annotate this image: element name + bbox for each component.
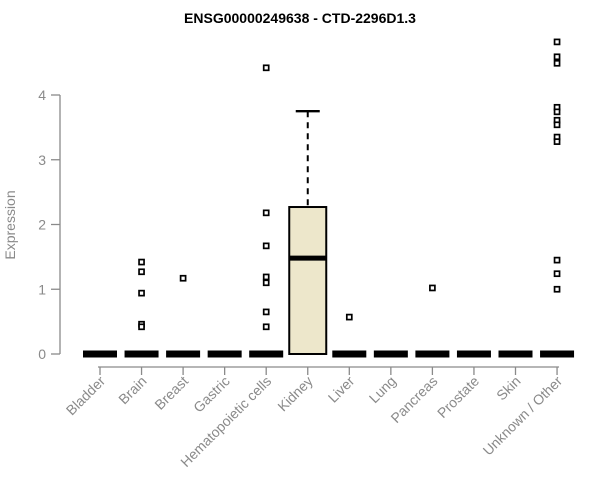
outlier-point [138, 258, 145, 266]
outlier-point [262, 273, 270, 281]
collapsed-box-bar [540, 350, 575, 358]
outlier-point [553, 270, 561, 278]
x-tick-label: Skin [493, 373, 524, 404]
collapsed-box-bar [456, 350, 491, 358]
outlier-point [553, 108, 561, 116]
collapsed-box-bar [498, 350, 533, 358]
outlier-point [553, 256, 561, 264]
x-tick-label: Liver [325, 373, 358, 406]
outlier-point [429, 284, 436, 292]
y-tick-label: 0 [38, 346, 46, 362]
outlier-point [262, 64, 270, 72]
y-tick-label: 2 [38, 217, 46, 233]
y-tick-label: 3 [38, 152, 46, 168]
outlier-point [345, 313, 353, 321]
outlier-point [553, 121, 561, 129]
collapsed-box-bar [373, 350, 408, 358]
collapsed-box-bar [332, 350, 367, 358]
x-tick-label: Prostate [434, 373, 482, 421]
collapsed-box-bar [415, 350, 450, 358]
collapsed-box-bar [207, 350, 242, 358]
collapsed-box-bar [249, 350, 284, 358]
box [288, 206, 328, 355]
collapsed-box-bar [124, 350, 159, 358]
x-tick-label: Lung [366, 373, 399, 406]
x-tick-label: Bladder [63, 373, 109, 419]
outlier-point [138, 268, 145, 276]
outlier-point [262, 209, 270, 217]
outlier-point [553, 285, 561, 293]
y-tick-label: 4 [38, 87, 46, 103]
outlier-point [553, 59, 561, 67]
outlier-point [262, 308, 270, 316]
x-tick-label: Unknown / Other [480, 373, 566, 459]
outlier-point [138, 289, 145, 297]
y-tick-label: 1 [38, 281, 46, 297]
collapsed-box-bar [166, 350, 201, 358]
outlier-point [553, 138, 561, 145]
x-tick-label: Breast [151, 373, 191, 413]
chart-title: ENSG00000249638 - CTD-2296D1.3 [184, 10, 416, 26]
x-tick-label: Brain [115, 373, 149, 407]
outlier-point [553, 53, 561, 61]
y-axis-label: Expression [2, 190, 18, 259]
collapsed-box-bar [83, 350, 117, 358]
outlier-point [138, 323, 145, 331]
outlier-point [262, 323, 270, 331]
outlier-point [179, 274, 187, 282]
outlier-point [262, 279, 270, 287]
outlier-point [553, 38, 561, 46]
x-tick-label: Kidney [274, 373, 316, 415]
outlier-point [262, 242, 270, 250]
